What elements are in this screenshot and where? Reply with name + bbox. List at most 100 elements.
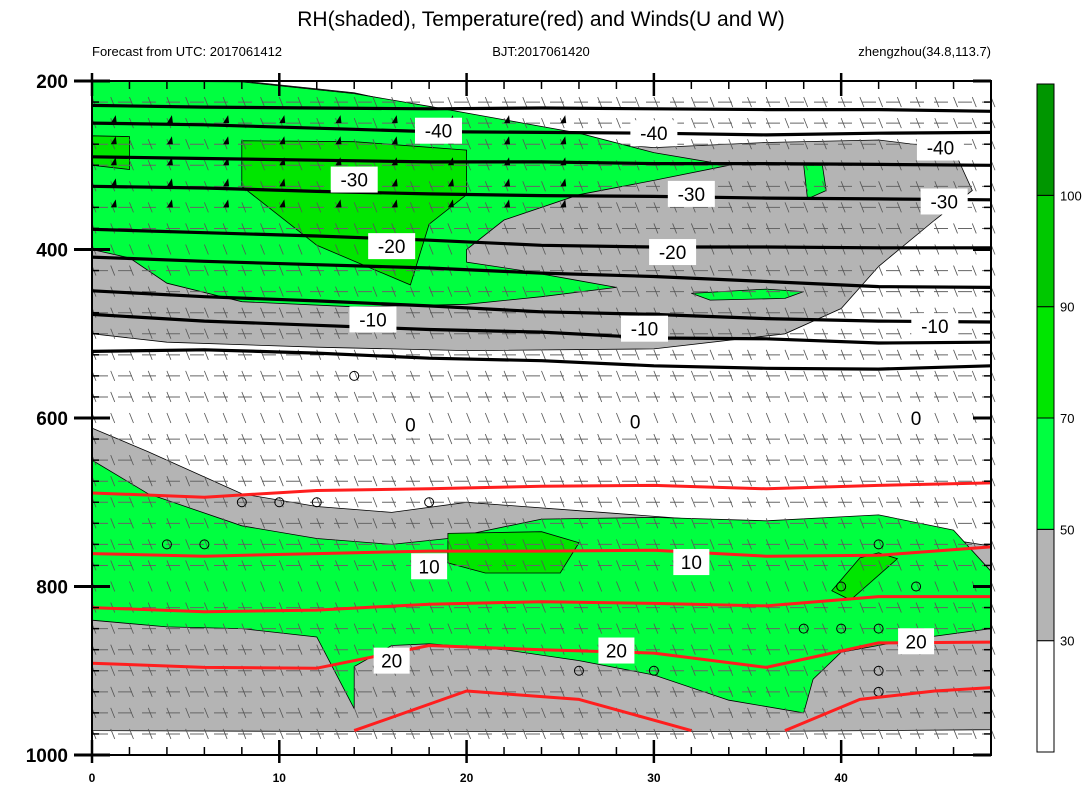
wind-barb-mark xyxy=(316,286,322,297)
wind-barb-mark xyxy=(335,497,340,508)
wind-barb-mark xyxy=(522,181,528,192)
wind-barb-mark xyxy=(297,707,303,719)
wind-flag-mark xyxy=(447,178,454,187)
colorbar-swatch-1 xyxy=(1036,528,1055,642)
wind-barb-mark xyxy=(690,539,696,550)
wind-barb-mark xyxy=(709,665,715,676)
wind-barb-mark xyxy=(428,412,434,424)
wind-barb-mark xyxy=(391,518,397,529)
wind-barb-mark xyxy=(297,581,303,592)
wind-barb-mark xyxy=(709,644,715,655)
wind-barb-mark xyxy=(634,539,640,550)
wind-barb-mark xyxy=(541,96,546,108)
wind-barb-mark xyxy=(840,497,846,508)
wind-barb-mark xyxy=(597,665,603,676)
wind-barb-mark xyxy=(204,265,209,276)
wind-barb-mark xyxy=(784,623,790,634)
wind-barb-mark xyxy=(278,412,284,424)
wind-barb-mark xyxy=(110,728,116,740)
wind-barb-mark xyxy=(822,117,827,129)
x-tick-label-40: 40 xyxy=(834,771,848,785)
wind-barb-mark xyxy=(672,223,677,234)
contour-label-4: -30 xyxy=(678,185,705,206)
wind-barb-mark xyxy=(597,602,603,613)
wind-barb-mark xyxy=(222,307,228,318)
wind-barb-mark xyxy=(559,602,565,613)
wind-barb-mark xyxy=(616,286,621,297)
wind-barb-mark xyxy=(784,686,790,697)
wind-barb-mark xyxy=(747,223,752,234)
rh-shading xyxy=(91,80,992,755)
wind-barb-mark xyxy=(353,665,359,676)
wind-barb-mark xyxy=(278,96,284,108)
wind-barb-mark xyxy=(747,139,752,150)
wind-barb-mark xyxy=(410,728,415,740)
wind-barb-mark xyxy=(541,286,546,297)
wind-barb-mark xyxy=(466,244,471,255)
wind-barb-mark xyxy=(672,686,677,697)
wind-barb-mark xyxy=(110,707,116,719)
wind-barb-mark xyxy=(822,602,827,613)
wind-barb-mark xyxy=(690,728,696,740)
wind-barb-mark xyxy=(578,349,584,360)
wind-barb-mark xyxy=(934,602,940,613)
temperature-red-contour xyxy=(91,481,992,499)
wind-barb-mark xyxy=(147,623,153,634)
wind-barb-mark xyxy=(803,728,809,740)
wind-barb-mark xyxy=(503,286,509,297)
wind-barb-mark xyxy=(840,539,846,550)
wind-barb-mark xyxy=(147,139,153,150)
wind-barb-mark xyxy=(765,370,771,382)
wind-barb-mark xyxy=(953,707,958,719)
wind-barb-mark xyxy=(690,686,696,697)
wind-flag-mark xyxy=(166,199,173,208)
wind-barb-mark xyxy=(953,728,958,740)
wind-barb-mark xyxy=(915,181,921,192)
wind-barb-mark xyxy=(166,623,172,634)
wind-flag-mark xyxy=(223,199,230,208)
wind-barb-mark xyxy=(353,433,359,445)
wind-barb-mark xyxy=(616,117,621,129)
wind-barb-mark xyxy=(522,433,528,445)
wind-barb-mark xyxy=(147,497,153,508)
wind-barb-mark xyxy=(335,644,340,655)
wind-barb-mark xyxy=(166,560,172,571)
wind-barb-mark xyxy=(185,139,191,150)
wind-barb-mark xyxy=(953,244,958,255)
wind-barb-mark xyxy=(840,139,846,150)
wind-barb-mark xyxy=(690,286,696,297)
wind-barb-mark xyxy=(934,117,940,129)
wind-barb-mark xyxy=(803,139,809,150)
wind-barb-mark xyxy=(747,202,752,213)
wind-barb-mark xyxy=(353,476,359,487)
wind-barb-mark xyxy=(466,223,471,234)
contour-label-15: 10 xyxy=(681,553,702,574)
wind-barb-mark xyxy=(840,454,846,466)
wind-barb-mark xyxy=(335,223,340,234)
wind-barb-mark xyxy=(260,539,265,550)
wind-barb-mark xyxy=(466,412,471,424)
wind-barb-mark xyxy=(765,412,771,424)
colorbar-swatch-3 xyxy=(1036,306,1055,419)
wind-barb-mark xyxy=(410,139,415,150)
wind-barb-mark xyxy=(335,391,340,403)
wind-barb-mark xyxy=(653,160,659,171)
wind-barb-mark xyxy=(634,349,640,360)
wind-barb-mark xyxy=(578,117,584,129)
wind-barb-mark xyxy=(372,581,378,592)
wind-barb-mark xyxy=(690,349,696,360)
wind-barb-mark xyxy=(896,265,902,276)
wind-barb-mark xyxy=(147,728,153,740)
wind-barb-mark xyxy=(466,728,471,740)
wind-barb-mark xyxy=(185,686,191,697)
wind-barb-mark xyxy=(466,181,471,192)
wind-barb-mark xyxy=(728,454,734,466)
temperature-red-contour xyxy=(91,640,992,670)
wind-barb-mark xyxy=(597,454,603,466)
wind-barb-mark xyxy=(503,433,509,445)
wind-barb-mark xyxy=(297,96,303,108)
wind-barb-mark xyxy=(222,497,228,508)
wind-barb-mark xyxy=(522,370,528,382)
wind-barb-mark xyxy=(297,391,303,403)
wind-barb-mark xyxy=(129,160,134,171)
